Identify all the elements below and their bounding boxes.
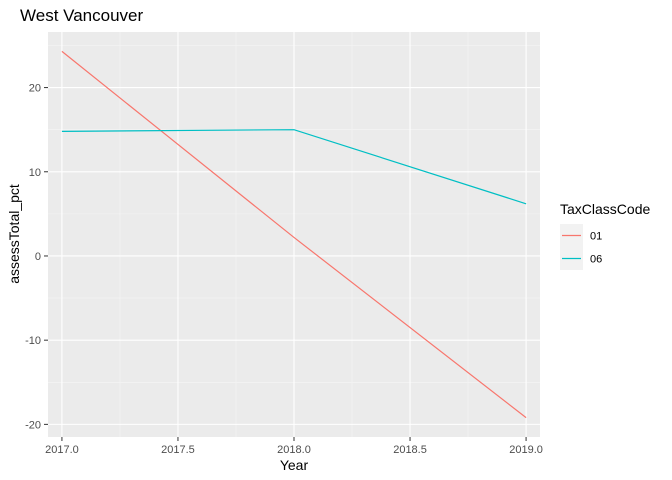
y-axis-title: assessTotal_pct [6, 184, 22, 284]
legend-label: 06 [590, 254, 602, 266]
x-axis: 2017.0 2017.5 2018.0 2018.5 2019.0 [45, 437, 543, 456]
legend-label: 01 [590, 231, 602, 243]
legend: TaxClassCode 01 06 [560, 201, 650, 270]
legend-title: TaxClassCode [560, 201, 650, 217]
x-axis-title: Year [280, 457, 309, 473]
chart-title: West Vancouver [20, 6, 143, 25]
x-tick-label: 2017.5 [161, 444, 195, 456]
y-tick-label: 10 [29, 167, 41, 179]
x-tick-label: 2019.0 [509, 444, 543, 456]
x-tick-label: 2018.5 [393, 444, 427, 456]
y-tick-label: -10 [25, 335, 41, 347]
series-line-06 [61, 129, 527, 205]
y-tick-label: 20 [29, 83, 41, 95]
y-tick-label: -20 [25, 419, 41, 431]
x-tick-label: 2017.0 [45, 444, 79, 456]
legend-keys: 01 06 [560, 224, 602, 270]
series-lines [61, 50, 527, 419]
x-tick-label: 2018.0 [277, 444, 311, 456]
series-line-01 [61, 50, 527, 419]
y-axis: -20 -10 0 10 20 [25, 83, 48, 431]
y-tick-label: 0 [35, 251, 41, 263]
major-gridlines [48, 32, 540, 437]
